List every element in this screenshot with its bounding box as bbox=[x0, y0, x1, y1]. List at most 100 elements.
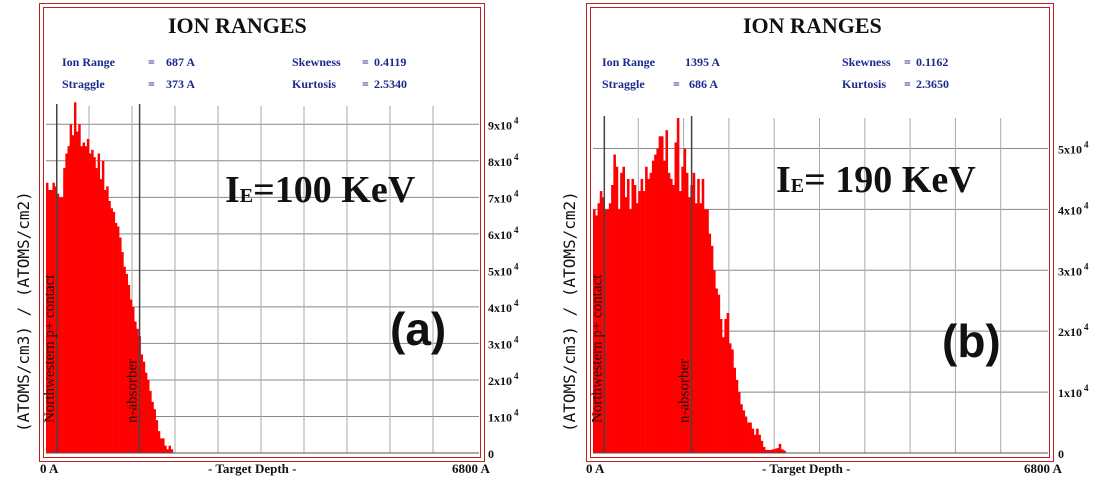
histogram-bar bbox=[769, 449, 773, 453]
histogram-bar bbox=[760, 440, 764, 453]
histogram-bar bbox=[726, 312, 730, 453]
histogram-bar bbox=[114, 222, 118, 453]
histogram-bar bbox=[121, 252, 124, 453]
histogram-bar bbox=[747, 422, 750, 453]
y-tick-label: 5x10 4 bbox=[1058, 139, 1089, 156]
y-tick-label: 0 bbox=[1058, 447, 1064, 461]
histogram-bar bbox=[731, 349, 734, 453]
histogram-bar bbox=[765, 449, 768, 453]
histogram-bar bbox=[80, 146, 83, 453]
histogram-bar bbox=[604, 209, 607, 453]
chart-frame-inner bbox=[590, 7, 1050, 458]
histogram-bar bbox=[749, 422, 752, 453]
straggle-label: Straggle bbox=[602, 77, 645, 91]
stat-eq: = bbox=[148, 55, 155, 69]
chart-panel-a: ION RANGES Ion Range = 687 A Straggle = … bbox=[0, 0, 545, 483]
stat-eq: = bbox=[904, 55, 911, 69]
histogram-bar bbox=[101, 160, 105, 453]
energy-sub: E bbox=[790, 175, 805, 197]
chart-plot-b: 0 1x10 4 2x10 4 3x10 4 4x10 4 5x10 4 Northwestern p… bbox=[589, 116, 1089, 461]
histogram-bar bbox=[660, 136, 664, 454]
y-tick-label: 5x10 4 bbox=[488, 261, 519, 278]
histogram-bar bbox=[116, 226, 120, 453]
histogram-bar bbox=[63, 168, 66, 454]
histogram-bar bbox=[134, 321, 137, 453]
kurtosis-label: Kurtosis bbox=[292, 77, 337, 91]
straggle-value: 373 A bbox=[166, 77, 196, 91]
energy-label: IE=100 KeV bbox=[225, 168, 415, 212]
kurtosis-value: 2.5340 bbox=[374, 77, 407, 91]
histogram-bar bbox=[694, 203, 698, 453]
histogram-bar bbox=[640, 178, 644, 453]
y-tick-label: 6x10 4 bbox=[488, 225, 519, 242]
histogram-bar bbox=[608, 203, 612, 453]
histogram-bar bbox=[733, 367, 736, 453]
histogram-bar bbox=[112, 211, 116, 453]
x-end-label: 6800 A bbox=[1024, 461, 1062, 476]
histogram-bar bbox=[91, 149, 94, 453]
layer-marker-label: Northwestern p+ contact bbox=[589, 274, 605, 423]
x-end-label: 6800 A bbox=[452, 461, 490, 476]
histogram-bar bbox=[774, 448, 777, 453]
histogram-bar bbox=[674, 142, 678, 453]
y-tick-label: 1x10 4 bbox=[1058, 383, 1089, 400]
histogram-bar bbox=[703, 209, 707, 453]
histogram-bar bbox=[676, 118, 680, 453]
stat-eq: = bbox=[362, 77, 369, 91]
y-tick-label: 7x10 4 bbox=[488, 188, 519, 205]
histogram-bar bbox=[706, 209, 709, 453]
histogram-bar bbox=[688, 197, 691, 453]
layer-marker-label: n-absorber bbox=[125, 359, 141, 423]
histogram-bar bbox=[656, 148, 659, 454]
histogram-bar bbox=[751, 428, 755, 453]
histogram-bar bbox=[719, 319, 723, 453]
histogram-bar bbox=[692, 172, 696, 453]
histogram-bar bbox=[672, 185, 675, 453]
histogram-bar bbox=[89, 153, 92, 454]
histogram-bar bbox=[780, 449, 784, 453]
histogram-bar bbox=[123, 266, 126, 453]
histogram-bar bbox=[82, 142, 85, 454]
y-tick-label: 9x10 4 bbox=[488, 115, 519, 132]
histogram-bar bbox=[106, 186, 109, 453]
stat-eq: = bbox=[904, 77, 911, 91]
panel-tag: (a) bbox=[390, 303, 447, 355]
skewness-value: 0.4119 bbox=[374, 55, 407, 69]
histogram-bar bbox=[61, 197, 64, 453]
stat-eq: = bbox=[673, 77, 680, 91]
histogram-bar bbox=[629, 209, 632, 453]
histogram-bar bbox=[667, 172, 671, 453]
chart-panel-b: ION RANGES Ion Range 1395 A Straggle = 6… bbox=[548, 0, 1097, 483]
y-tick-label: 0 bbox=[488, 447, 494, 461]
energy-value: =100 KeV bbox=[253, 169, 416, 211]
kurtosis-label: Kurtosis bbox=[842, 77, 887, 91]
chart-title: ION RANGES bbox=[743, 13, 882, 38]
histogram-bar bbox=[104, 190, 107, 453]
y-tick-label: 8x10 4 bbox=[488, 152, 519, 169]
histogram-bar bbox=[136, 328, 139, 453]
histogram-bar bbox=[753, 434, 757, 453]
histogram-bar bbox=[613, 154, 616, 453]
histogram-bar bbox=[685, 172, 689, 453]
histogram-bar bbox=[593, 209, 596, 453]
histogram-bar bbox=[78, 124, 81, 454]
histogram-bar bbox=[649, 172, 653, 453]
x-axis-label: - Target Depth - bbox=[762, 461, 851, 476]
histogram-bar bbox=[624, 197, 628, 453]
histogram-bar bbox=[783, 450, 786, 453]
energy-label: IE= 190 KeV bbox=[776, 158, 976, 202]
histogram-bar bbox=[679, 191, 682, 453]
y-tick-label: 4x10 4 bbox=[488, 298, 519, 315]
histogram-bar bbox=[767, 449, 770, 453]
histogram-bar bbox=[756, 428, 759, 453]
histogram-bar bbox=[645, 166, 648, 453]
histogram-bar bbox=[110, 208, 113, 453]
chart-frame-inner bbox=[43, 7, 481, 458]
histogram-bar bbox=[663, 160, 666, 454]
histogram-bar bbox=[762, 446, 766, 453]
histogram-bar bbox=[48, 190, 51, 453]
layer-marker-label: Northwestern p+ contact bbox=[42, 274, 58, 423]
skewness-label: Skewness bbox=[842, 55, 891, 69]
histogram-bar bbox=[642, 191, 646, 453]
ion-range-value: 687 A bbox=[166, 55, 196, 69]
